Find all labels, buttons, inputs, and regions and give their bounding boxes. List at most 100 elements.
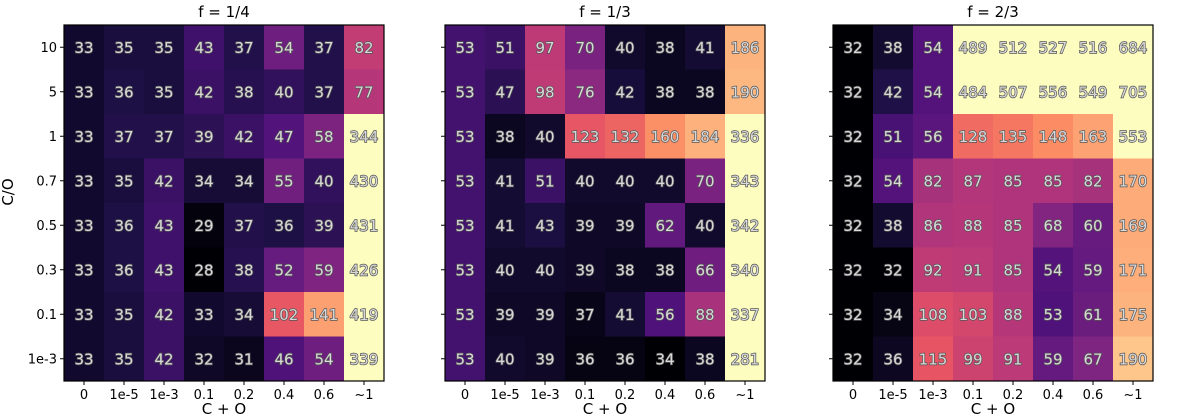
cell-value-label: 37 (234, 39, 253, 57)
cell-value-label: 39 (194, 128, 213, 146)
heatmap-cell (344, 158, 385, 204)
heatmap-cell (224, 292, 265, 337)
heatmap-cell (993, 336, 1034, 382)
cell-value-label: 37 (154, 128, 173, 146)
cell-value-label: 33 (74, 306, 93, 324)
x-tick-label: 1e-5 (878, 388, 907, 403)
cell-value-label: 108 (919, 306, 948, 324)
heatmap-cell (913, 292, 954, 337)
cell-value-label: 85 (1043, 172, 1062, 190)
heatmap-cell (224, 203, 265, 248)
heatmap-panel-3: 32 38 54 489 512 527 516 684 32 42 54 484 507 556 549 7… (829, 3, 1154, 418)
cell-value-label: 40 (274, 83, 293, 101)
cell-value-label: 62 (655, 217, 674, 235)
x-axis-label: C + O (971, 400, 1015, 418)
heatmap-cell (725, 25, 766, 70)
cell-value-label: 40 (495, 350, 514, 368)
cell-value-label: 41 (615, 306, 634, 324)
heatmap-cell (224, 247, 265, 293)
cell-value-label: 184 (691, 128, 720, 146)
cell-value-label: 53 (455, 172, 474, 190)
heatmap-cell (913, 247, 954, 293)
heatmap-cell (184, 292, 225, 337)
heatmap-cell (953, 25, 994, 70)
heatmap-cell (1113, 336, 1154, 382)
cell-value-label: 507 (999, 83, 1028, 101)
cell-value-label: 53 (455, 83, 474, 101)
heatmap-cell (445, 158, 486, 204)
heatmap-cell (565, 247, 606, 293)
x-tick-label: 0.1 (575, 388, 596, 403)
heatmap-cell (104, 158, 145, 204)
x-tick-label: 1e-3 (149, 388, 178, 403)
cell-value-label: 55 (274, 172, 293, 190)
cell-value-label: 58 (314, 128, 333, 146)
cell-value-label: 36 (615, 350, 634, 368)
cell-value-label: 163 (1079, 128, 1108, 146)
heatmap-cell (1113, 25, 1154, 70)
cell-value-label: 38 (655, 39, 674, 57)
y-tick-label: 0.3 (36, 263, 57, 278)
cell-value-label: 33 (74, 350, 93, 368)
cell-value-label: 39 (575, 217, 594, 235)
cell-value-label: 42 (154, 172, 173, 190)
heatmap-cell (525, 114, 566, 159)
cell-value-label: 76 (575, 83, 594, 101)
cell-value-label: 85 (1003, 172, 1022, 190)
x-tick-label: ~1 (354, 388, 373, 403)
heatmap-panel-1: 33 35 35 43 37 54 37 82 33 36 35 42 38 40 37 77 33 37 37 39… (28, 3, 385, 418)
heatmap-cell (1033, 158, 1074, 204)
cell-value-label: 28 (194, 261, 213, 279)
cell-value-label: 135 (999, 128, 1028, 146)
heatmap-cell (1033, 203, 1074, 248)
cell-value-label: 40 (615, 39, 634, 57)
heatmap-cell (993, 158, 1034, 204)
heatmap-cell (645, 203, 686, 248)
cell-value-label: 60 (1083, 217, 1102, 235)
heatmap-cell (304, 114, 345, 159)
cell-value-label: 82 (923, 172, 942, 190)
panel-frame (63, 24, 385, 382)
cell-value-label: 70 (575, 39, 594, 57)
cell-value-label: 33 (74, 39, 93, 57)
heatmap-cell (565, 158, 606, 204)
x-tick-label: 0.4 (1043, 388, 1064, 403)
cell-value-label: 36 (114, 83, 133, 101)
heatmap-cell (605, 247, 646, 293)
cell-value-label: 343 (731, 172, 760, 190)
cell-value-label: 67 (1083, 350, 1102, 368)
heatmap-cell (1073, 158, 1114, 204)
heatmap-cell (685, 158, 726, 204)
heatmap-cell (873, 69, 914, 115)
cell-value-label: 431 (350, 217, 379, 235)
heatmap-cell (485, 158, 526, 204)
cell-value-label: 41 (495, 217, 514, 235)
cell-value-label: 37 (575, 306, 594, 324)
heatmap-cell (64, 25, 105, 70)
heatmap-cell (605, 292, 646, 337)
x-tick-label: 0.2 (1003, 388, 1024, 403)
cell-value-label: 70 (695, 172, 714, 190)
cell-value-label: 53 (455, 261, 474, 279)
cell-value-label: 419 (350, 306, 379, 324)
heatmap-cell (953, 292, 994, 337)
cell-value-label: 99 (963, 350, 982, 368)
heatmap-cell (645, 247, 686, 293)
cell-value-label: 40 (535, 261, 554, 279)
cell-value-label: 281 (731, 350, 760, 368)
cell-value-label: 88 (695, 306, 714, 324)
y-tick-label: 0.5 (36, 219, 57, 234)
x-tick-label: 1e-5 (109, 388, 138, 403)
heatmap-cell (833, 69, 874, 115)
heatmap-cell (1033, 292, 1074, 337)
cell-value-label: 54 (883, 172, 902, 190)
cell-value-label: 34 (234, 172, 253, 190)
heatmap-cell (264, 25, 305, 70)
cell-value-label: 37 (314, 83, 333, 101)
cell-value-label: 46 (274, 350, 293, 368)
heatmap-cell (64, 114, 105, 159)
heatmap-cell (953, 114, 994, 159)
cell-value-label: 54 (1043, 261, 1062, 279)
cell-value-label: 53 (455, 306, 474, 324)
heatmap-cell (344, 203, 385, 248)
